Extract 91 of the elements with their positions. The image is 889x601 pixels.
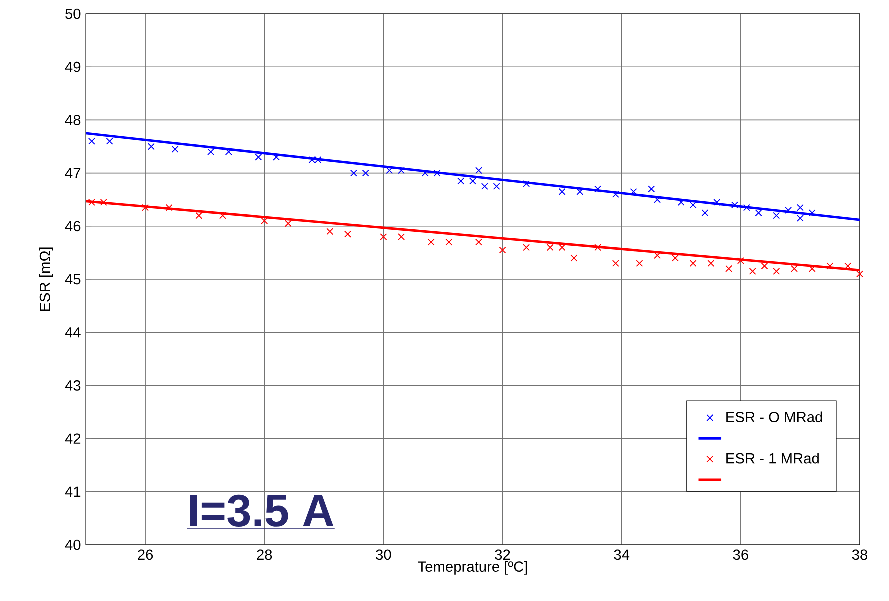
point bbox=[796, 204, 804, 212]
point bbox=[481, 183, 488, 190]
point bbox=[475, 167, 482, 174]
point bbox=[398, 167, 406, 174]
point bbox=[612, 191, 620, 198]
y-tick-label: 47 bbox=[65, 168, 81, 178]
point bbox=[654, 252, 662, 260]
point bbox=[594, 186, 602, 193]
x-axis-title: Temeprature [ºC] bbox=[418, 561, 528, 575]
point bbox=[678, 199, 685, 206]
y-tick-label: 43 bbox=[65, 380, 81, 391]
point bbox=[690, 260, 697, 268]
y-tick-label: 48 bbox=[65, 115, 81, 126]
point bbox=[808, 210, 816, 217]
point bbox=[88, 138, 96, 145]
point bbox=[726, 265, 733, 272]
y-tick-label: 49 bbox=[65, 62, 81, 72]
point bbox=[523, 180, 530, 188]
point bbox=[470, 178, 476, 185]
point bbox=[743, 204, 750, 212]
x-tick-label: 38 bbox=[852, 550, 868, 560]
x-tick-label: 36 bbox=[733, 550, 748, 560]
point bbox=[761, 262, 768, 270]
point bbox=[446, 238, 453, 246]
point bbox=[731, 202, 738, 209]
point bbox=[791, 265, 798, 272]
point bbox=[362, 170, 370, 177]
point bbox=[648, 186, 656, 193]
point bbox=[493, 183, 500, 190]
point bbox=[261, 218, 268, 225]
point bbox=[558, 188, 566, 196]
point bbox=[386, 167, 394, 174]
point bbox=[749, 268, 756, 276]
y-tick-label: 41 bbox=[65, 486, 81, 497]
point bbox=[344, 230, 352, 238]
point bbox=[148, 143, 155, 150]
y-tick-label: 45 bbox=[65, 274, 81, 285]
legend-label: ESR - O MRad bbox=[726, 412, 822, 422]
point bbox=[208, 148, 215, 156]
y-axis-title: ESR [mΩ] bbox=[39, 248, 54, 312]
point bbox=[255, 154, 262, 161]
point bbox=[636, 260, 644, 268]
x-tick-label: 26 bbox=[138, 550, 154, 560]
point bbox=[737, 257, 744, 264]
x-tick-label: 32 bbox=[495, 550, 510, 560]
y-tick-label: 50 bbox=[66, 8, 81, 20]
point bbox=[326, 228, 334, 236]
point bbox=[428, 238, 435, 246]
point bbox=[219, 212, 226, 220]
point bbox=[499, 246, 506, 254]
x-tick-label: 34 bbox=[614, 550, 630, 560]
point bbox=[558, 244, 566, 252]
point bbox=[796, 214, 804, 222]
point bbox=[546, 244, 554, 252]
point bbox=[475, 238, 482, 246]
point bbox=[708, 260, 715, 268]
y-tick-label: 42 bbox=[65, 434, 81, 444]
x-tick-label: 30 bbox=[376, 550, 392, 560]
point bbox=[690, 202, 697, 209]
point bbox=[166, 204, 173, 212]
point bbox=[672, 254, 679, 262]
point bbox=[380, 234, 388, 241]
y-tick-label: 44 bbox=[65, 328, 81, 338]
point bbox=[523, 244, 530, 252]
x-tick-label: 28 bbox=[257, 550, 272, 560]
point bbox=[172, 146, 179, 153]
point bbox=[702, 210, 709, 217]
point bbox=[88, 199, 96, 206]
point bbox=[755, 210, 762, 217]
y-tick-label: 46 bbox=[65, 221, 81, 232]
point bbox=[196, 212, 203, 220]
point bbox=[714, 199, 721, 206]
point bbox=[284, 220, 292, 228]
point bbox=[100, 199, 108, 206]
point bbox=[398, 234, 406, 241]
point bbox=[350, 170, 358, 177]
point bbox=[106, 138, 114, 145]
point bbox=[422, 170, 429, 177]
point bbox=[570, 254, 578, 262]
point bbox=[458, 178, 465, 185]
point bbox=[434, 170, 441, 177]
y-tick-label: 40 bbox=[65, 540, 81, 550]
point bbox=[773, 212, 780, 220]
point bbox=[785, 206, 792, 214]
legend-label: ESR - 1 MRad bbox=[726, 453, 819, 464]
point bbox=[773, 268, 780, 276]
point bbox=[142, 204, 150, 212]
point bbox=[826, 262, 834, 270]
point bbox=[594, 244, 602, 252]
point bbox=[856, 270, 864, 278]
point bbox=[612, 260, 620, 268]
